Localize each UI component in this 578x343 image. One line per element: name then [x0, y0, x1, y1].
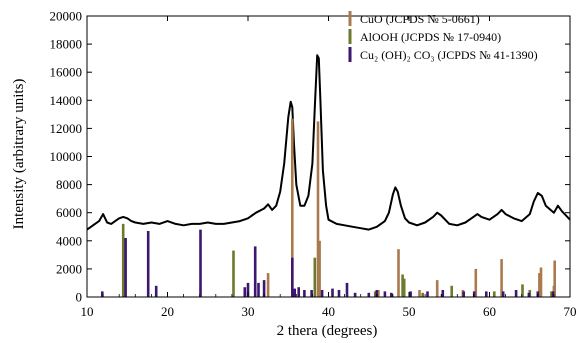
y-axis-label: Intensity (arbitrary units)	[11, 79, 27, 230]
y-tick-label: 18000	[50, 37, 83, 52]
y-tick-label: 12000	[50, 121, 83, 136]
legend-label-series-3: Cu₂ (OH)₂ CO₃ (JCPDS № 41-1390)	[360, 48, 538, 62]
x-tick-label: 40	[322, 304, 335, 319]
y-tick-label: 20000	[50, 9, 83, 24]
y-tick-label: 10000	[50, 149, 83, 164]
y-tick-label: 14000	[50, 93, 83, 108]
x-tick-label: 60	[483, 304, 496, 319]
x-tick-label: 50	[403, 304, 416, 319]
y-tick-label: 16000	[50, 65, 83, 80]
reference-lines-layer	[101, 118, 557, 297]
y-tick-label: 4000	[56, 233, 82, 248]
legend-label-series-2: AlOOH (JCPDS № 17-0940)	[360, 30, 501, 44]
y-tick-label: 0	[76, 290, 83, 305]
xrd-pattern-line	[86, 54, 571, 231]
x-axis-label: 2 thera (degrees)	[277, 323, 378, 339]
y-tick-label: 2000	[56, 261, 82, 276]
x-tick-label: 10	[81, 304, 94, 319]
x-tick-label: 70	[564, 304, 577, 319]
axes-layer: 10 20 30 40 50 60 70 0 2000 4000 6000 8000 10000 1200…	[50, 9, 577, 320]
y-tick-label: 6000	[56, 205, 82, 220]
pattern-layer	[86, 54, 571, 231]
x-tick-label: 20	[161, 304, 174, 319]
legend: CuO (JCPDS № 5-0661) AlOOH (JCPDS № 17-09…	[348, 11, 538, 62]
legend-label-series-1: CuO (JCPDS № 5-0661)	[360, 12, 480, 26]
y-tick-label: 8000	[56, 177, 82, 192]
x-tick-label: 30	[242, 304, 255, 319]
